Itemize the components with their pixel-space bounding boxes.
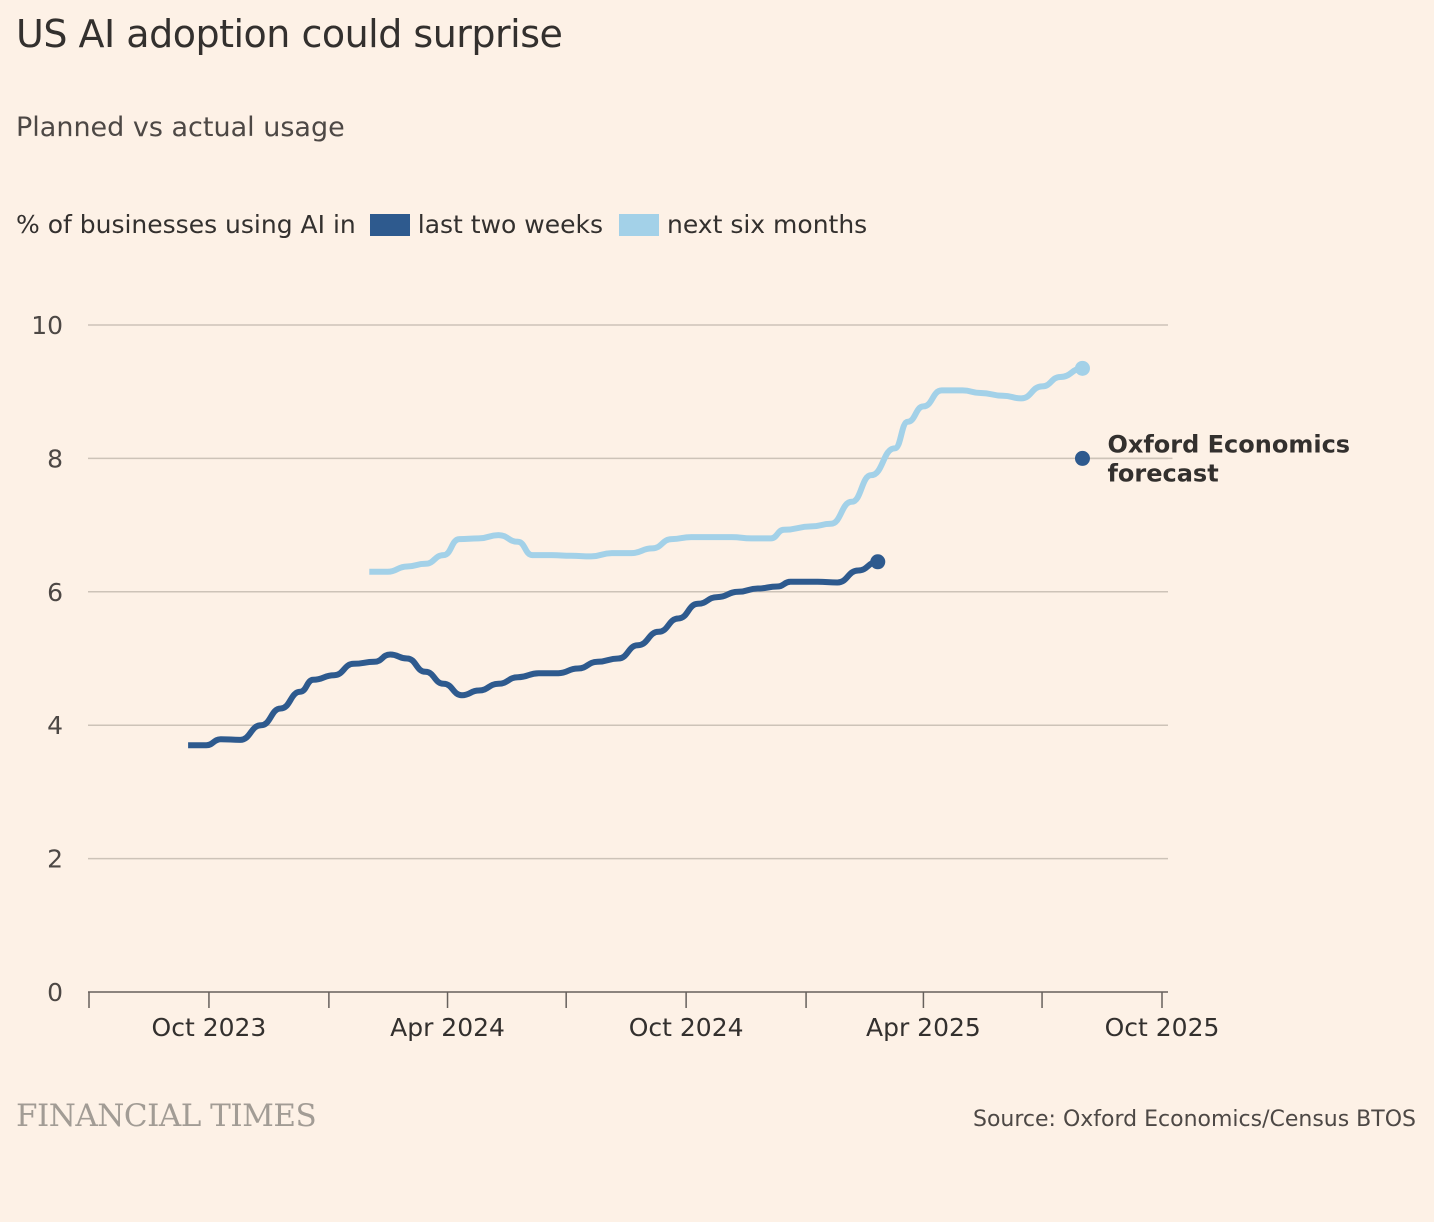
annotations: Oxford Economics forecast <box>1074 430 1350 487</box>
brand-logo: FINANCIAL TIMES <box>16 1098 317 1134</box>
y-tick-label-8: 8 <box>47 444 63 473</box>
y-tick-label-10: 10 <box>31 311 63 340</box>
legend-swatch-last-two-weeks <box>369 213 410 236</box>
x-tick-label: Oct 2025 <box>1105 1013 1220 1042</box>
legend: % of businesses using AI in last two wee… <box>16 210 867 239</box>
forecast-marker <box>1074 450 1090 466</box>
y-tick-label-0: 0 <box>47 978 63 1007</box>
end-marker-last-two-weeks <box>870 554 886 570</box>
source-note: Source: Oxford Economics/Census BTOS <box>972 1107 1416 1132</box>
series-line-next-six-months <box>369 365 1083 575</box>
series-line-last-two-weeks <box>188 558 879 749</box>
legend-entry-next-six-months: next six months <box>603 210 867 239</box>
x-tick-label: Oct 2023 <box>152 1013 267 1042</box>
legend-swatch-next-six-months <box>619 213 659 236</box>
y-axis-label: % of businesses using AI in <box>16 210 356 239</box>
y-axis-ticks: 0 2 4 6 8 10 <box>31 311 63 1007</box>
y-tick-label-2: 2 <box>47 845 63 874</box>
legend-entry-last-two-weeks: last two weeks <box>356 210 603 239</box>
chart-title: US AI adoption could surprise <box>16 12 563 56</box>
legend-label-next-six-months: next six months <box>667 210 868 239</box>
forecast-label: Oxford Economics forecast <box>1107 430 1350 487</box>
gridlines <box>88 324 1168 860</box>
x-tick-label: Apr 2024 <box>390 1013 505 1042</box>
legend-label-last-two-weeks: last two weeks <box>417 210 603 239</box>
chart-subtitle: Planned vs actual usage <box>16 112 345 143</box>
y-tick-label-4: 4 <box>47 711 63 740</box>
x-axis: Oct 2023 Apr 2024 Oct 2024 Apr 2025 Oct 2025 <box>88 991 1220 1042</box>
series-lines <box>188 360 1090 749</box>
forecast-label-line: Oxford Economics <box>1107 430 1350 458</box>
end-marker-next-six-months <box>1074 360 1090 376</box>
y-tick-label-6: 6 <box>47 578 63 607</box>
x-tick-label: Apr 2025 <box>866 1013 981 1042</box>
forecast-label-line: forecast <box>1107 459 1218 487</box>
x-tick-label: Oct 2024 <box>629 1013 744 1042</box>
